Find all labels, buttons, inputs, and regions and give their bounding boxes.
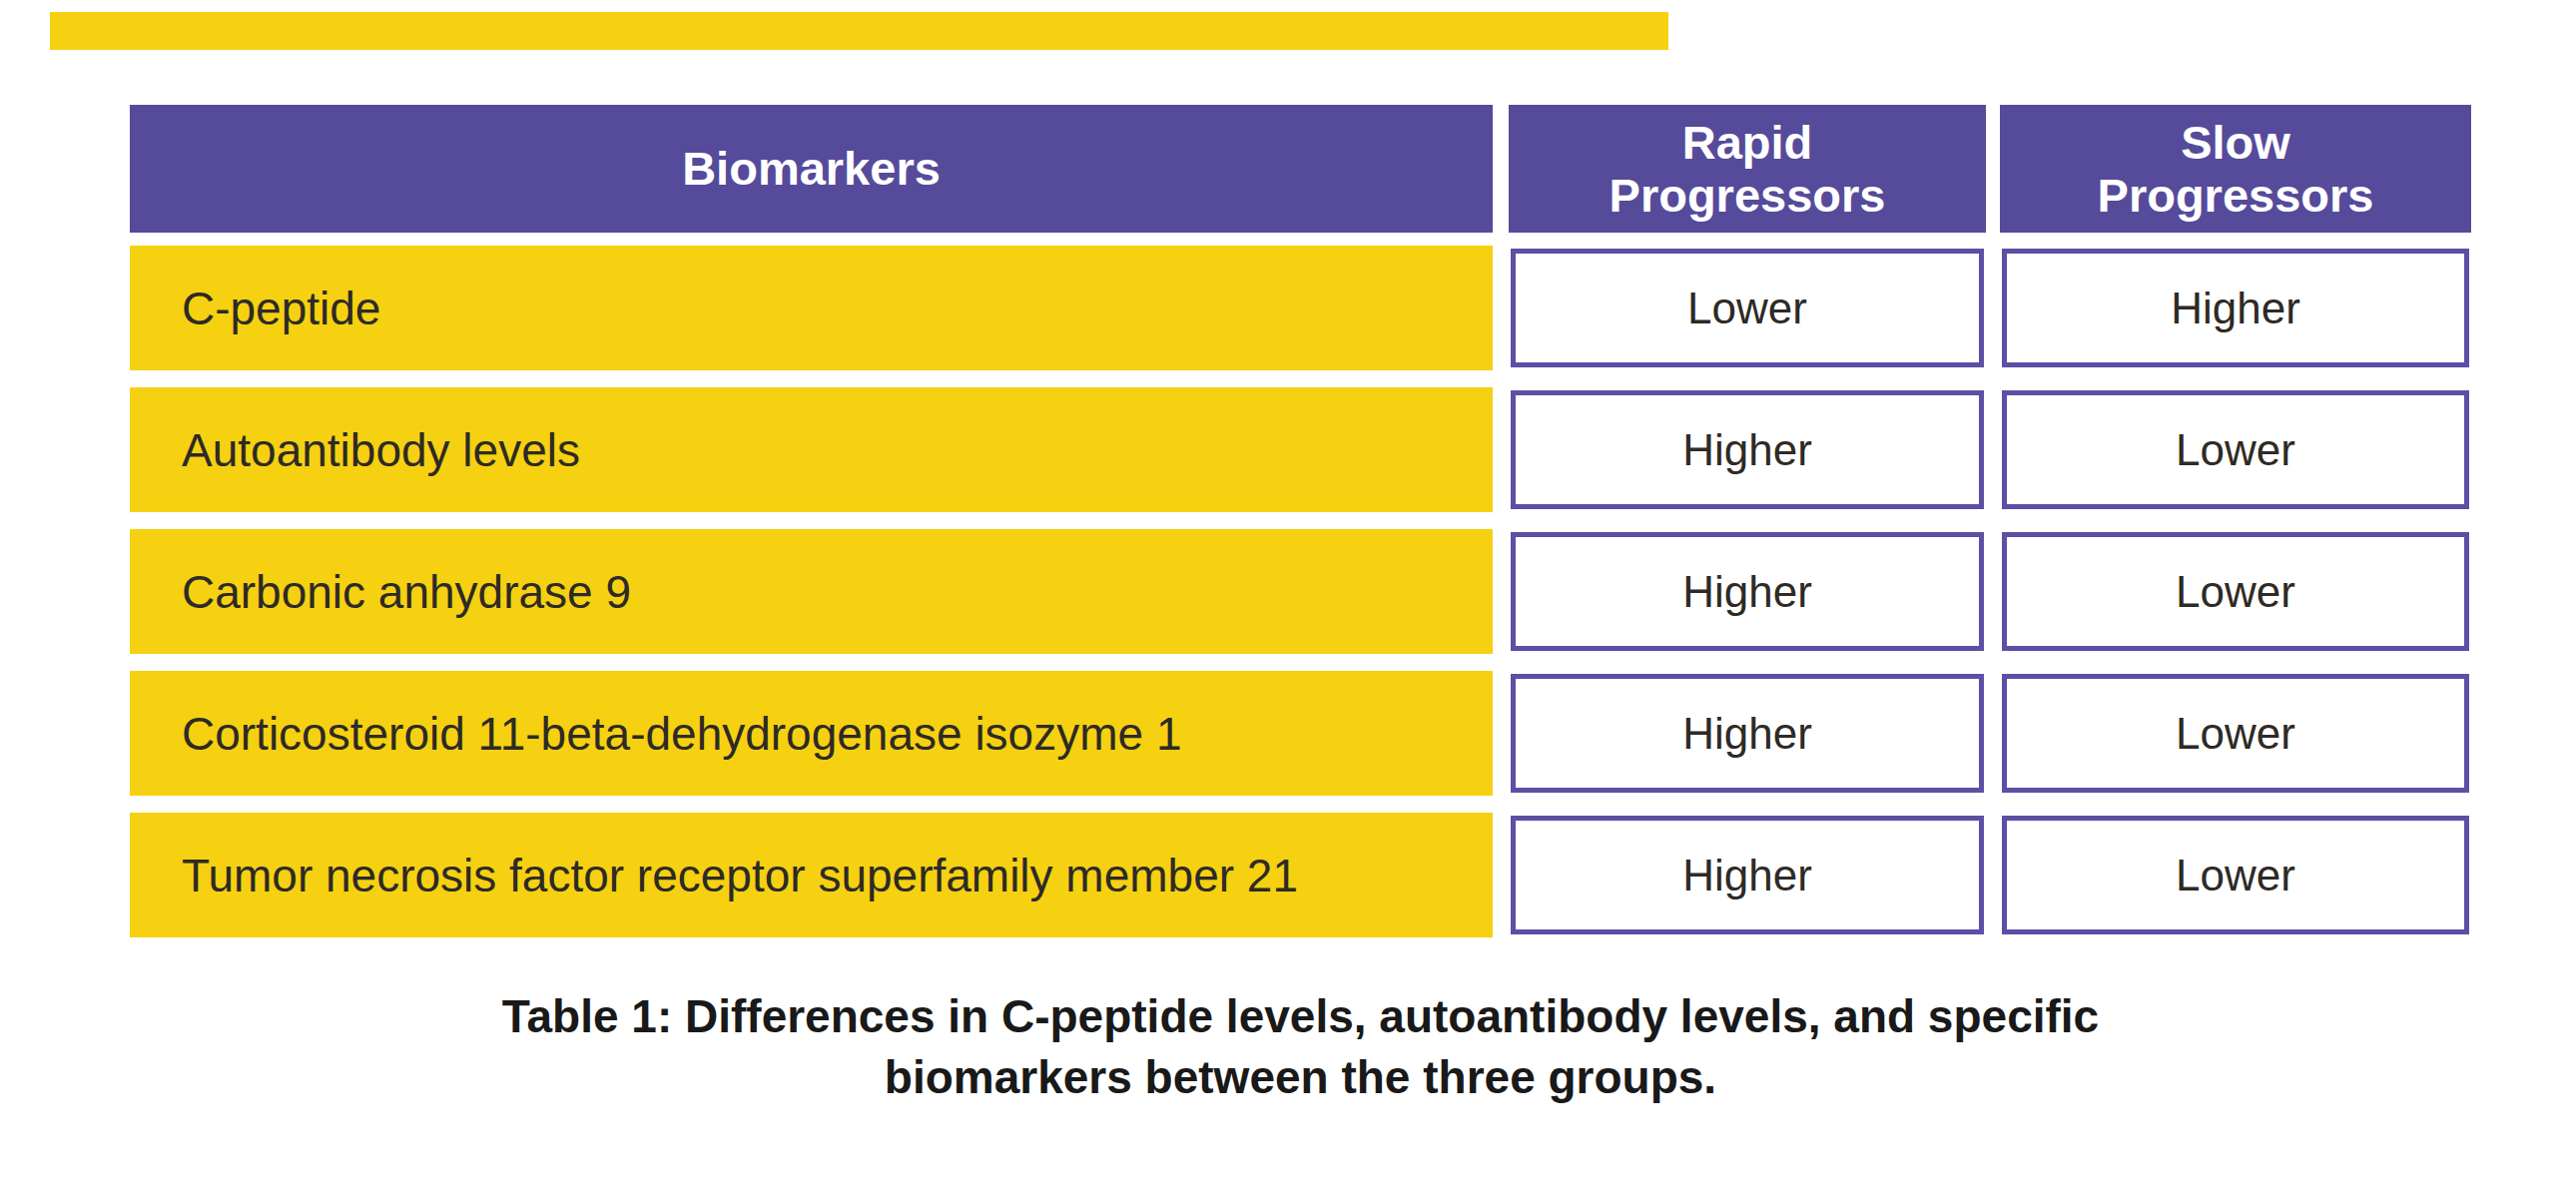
table-row: C-peptide Lower Higher [130,246,2471,370]
value-box: Higher [1511,816,1984,934]
table-row: Carbonic anhydrase 9 Higher Lower [130,529,2471,654]
slow-value-cell: Lower [2000,387,2471,512]
table-row: Autoantibody levels Higher Lower [130,387,2471,512]
value-box: Lower [2002,816,2469,934]
header-cell-slow-progressors: Slow Progressors [2000,105,2471,233]
biomarker-label-cell: C-peptide [130,246,1493,370]
slow-value-cell: Higher [2000,246,2471,370]
rapid-value-cell: Higher [1509,529,1986,654]
biomarkers-table: Biomarkers Rapid Progressors Slow Progre… [130,105,2471,937]
slow-value: Higher [2171,284,2300,333]
header-label-biomarkers: Biomarkers [682,142,941,195]
slow-value-cell: Lower [2000,671,2471,796]
biomarker-label: Tumor necrosis factor receptor superfami… [182,849,1298,902]
top-accent-bar [50,12,1668,50]
value-box: Higher [1511,390,1984,509]
value-box: Lower [2002,674,2469,793]
rapid-value: Higher [1682,709,1812,759]
biomarker-label: Autoantibody levels [182,423,580,477]
rapid-value: Higher [1682,851,1812,900]
biomarker-label-cell: Autoantibody levels [130,387,1493,512]
value-box: Lower [2002,532,2469,651]
value-box: Higher [1511,674,1984,793]
biomarker-label: Carbonic anhydrase 9 [182,565,631,619]
rapid-value: Higher [1682,425,1812,475]
rapid-value-cell: Lower [1509,246,1986,370]
rapid-value-cell: Higher [1509,671,1986,796]
header-label-slow-progressors: Slow Progressors [2098,116,2374,222]
table-row: Corticosteroid 11-beta-dehydrogenase iso… [130,671,2471,796]
rapid-value-cell: Higher [1509,813,1986,937]
biomarker-label-cell: Carbonic anhydrase 9 [130,529,1493,654]
table-header-row: Biomarkers Rapid Progressors Slow Progre… [130,105,2471,233]
table-row: Tumor necrosis factor receptor superfami… [130,813,2471,937]
value-box: Lower [2002,390,2469,509]
biomarker-label-cell: Corticosteroid 11-beta-dehydrogenase iso… [130,671,1493,796]
header-cell-biomarkers: Biomarkers [130,105,1493,233]
rapid-value: Higher [1682,567,1812,617]
slow-value: Lower [2176,851,2295,900]
slow-value: Lower [2176,425,2295,475]
slow-value-cell: Lower [2000,529,2471,654]
slow-value: Lower [2176,567,2295,617]
header-label-rapid-progressors: Rapid Progressors [1610,116,1886,222]
header-cell-rapid-progressors: Rapid Progressors [1509,105,1986,233]
value-box: Higher [1511,532,1984,651]
infographic-canvas: Biomarkers Rapid Progressors Slow Progre… [0,0,2576,1195]
rapid-value-cell: Higher [1509,387,1986,512]
slow-value: Lower [2176,709,2295,759]
biomarker-label-cell: Tumor necrosis factor receptor superfami… [130,813,1493,937]
table-caption: Table 1: Differences in C-peptide levels… [130,986,2471,1107]
value-box: Lower [1511,249,1984,367]
slow-value-cell: Lower [2000,813,2471,937]
rapid-value: Lower [1687,284,1807,333]
value-box: Higher [2002,249,2469,367]
biomarker-label: C-peptide [182,282,380,335]
biomarker-label: Corticosteroid 11-beta-dehydrogenase iso… [182,707,1181,761]
